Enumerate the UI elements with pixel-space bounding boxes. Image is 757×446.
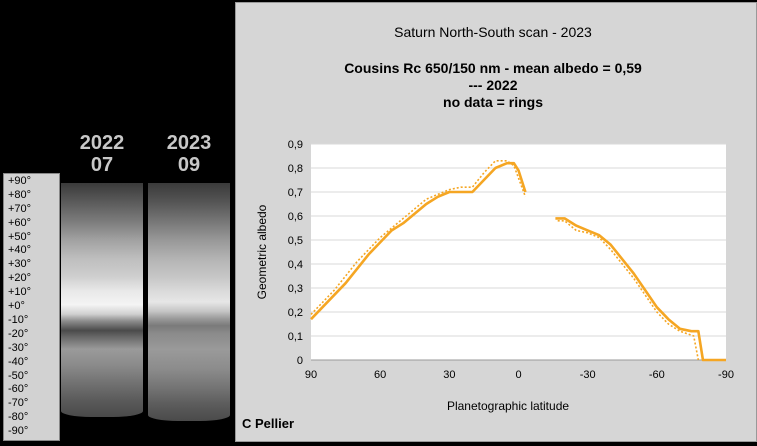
saturn-strip-2022 bbox=[61, 183, 143, 417]
credit-label: C Pellier bbox=[242, 416, 294, 431]
y-tick-label: 0,7 bbox=[288, 187, 303, 199]
latitude-scale: +90° +80° +70° +60° +50° +40° +30° +20° +10° +0° -… bbox=[3, 173, 60, 441]
chart-subtitle-line-1: Cousins Rc 650/150 nm - mean albedo = 0,… bbox=[344, 60, 642, 76]
x-tick-label: -30 bbox=[580, 369, 596, 381]
lat-tick-label: +60° bbox=[8, 216, 32, 229]
lat-tick-label: +40° bbox=[8, 244, 32, 257]
lat-tick-label: -90° bbox=[8, 425, 29, 438]
lat-tick-label: -40° bbox=[8, 355, 29, 368]
plot-area bbox=[311, 144, 726, 360]
series-2022-line-segment-0 bbox=[310, 160, 527, 315]
y-tick-label: 0,1 bbox=[288, 331, 303, 343]
lat-tick-label: +30° bbox=[8, 258, 32, 271]
label-year: 2023 bbox=[166, 132, 212, 154]
lat-tick-label: +20° bbox=[8, 272, 32, 285]
lat-tick-label: -50° bbox=[8, 369, 29, 382]
chart-subtitle-line-2: --- 2022 bbox=[468, 77, 517, 93]
saturn-strip-2023 bbox=[148, 183, 230, 421]
x-tick-label: 60 bbox=[374, 369, 386, 381]
lat-tick-label: +90° bbox=[8, 175, 32, 187]
y-tick-label: 0,5 bbox=[288, 235, 303, 247]
chart-title: Saturn North-South scan - 2023 bbox=[394, 24, 592, 40]
x-tick-label: 0 bbox=[515, 369, 521, 381]
lat-tick-label: -80° bbox=[8, 411, 29, 424]
y-axis-label: Geometric albedo bbox=[255, 204, 269, 299]
label-month: 09 bbox=[177, 154, 201, 176]
y-tick-label: 0,9 bbox=[288, 139, 303, 151]
x-tick-labels: 90 60 30 0 -30 -60 -90 bbox=[305, 369, 734, 381]
series-2023-line-segment-1 bbox=[555, 217, 726, 362]
x-tick-label: 90 bbox=[305, 369, 317, 381]
series-layer bbox=[310, 160, 726, 362]
series-2022-line-segment-1 bbox=[557, 220, 700, 361]
label-year: 2022 bbox=[79, 132, 125, 154]
y-tick-label: 0,3 bbox=[288, 283, 303, 295]
y-tick-label: 0,2 bbox=[288, 307, 303, 319]
y-tick-label: 0,6 bbox=[288, 211, 303, 223]
y-tick-labels: 0 0,1 0,2 0,3 0,4 0,5 0,6 0,7 0,8 0,9 bbox=[288, 139, 303, 367]
x-tick-label: -90 bbox=[718, 369, 734, 381]
lat-tick-label: +0° bbox=[8, 300, 25, 313]
lat-tick-label: -10° bbox=[8, 313, 29, 326]
y-tick-label: 0,8 bbox=[288, 163, 303, 175]
lat-tick-label: -70° bbox=[8, 397, 29, 410]
x-tick-label: -60 bbox=[649, 369, 665, 381]
x-axis-label: Planetographic latitude bbox=[447, 399, 569, 413]
image-label-2022: 2022 07 bbox=[67, 132, 137, 176]
label-month: 07 bbox=[90, 154, 114, 176]
lat-tick-label: +10° bbox=[8, 286, 32, 299]
lat-tick-label: -30° bbox=[8, 341, 29, 354]
lat-tick-label: +50° bbox=[8, 230, 32, 243]
chart-panel: Saturn North-South scan - 2023 Cousins R… bbox=[235, 2, 757, 442]
albedo-chart: Saturn North-South scan - 2023 Cousins R… bbox=[242, 24, 734, 431]
x-tick-label: 30 bbox=[443, 369, 455, 381]
series-2023-line-segment-0 bbox=[310, 161, 527, 321]
y-tick-label: 0,4 bbox=[288, 259, 303, 271]
lat-tick-label: -60° bbox=[8, 383, 29, 396]
chart-subtitle-line-3: no data = rings bbox=[443, 94, 543, 110]
lat-tick-label: -20° bbox=[8, 327, 29, 340]
image-panel: 2022 07 2023 09 +90° +80° +70° +60° +50° +40°… bbox=[0, 0, 235, 443]
y-tick-label: 0 bbox=[297, 355, 303, 367]
lat-tick-label: +80° bbox=[8, 188, 32, 201]
image-label-2023: 2023 09 bbox=[154, 132, 224, 176]
lat-tick-label: +70° bbox=[8, 202, 32, 215]
